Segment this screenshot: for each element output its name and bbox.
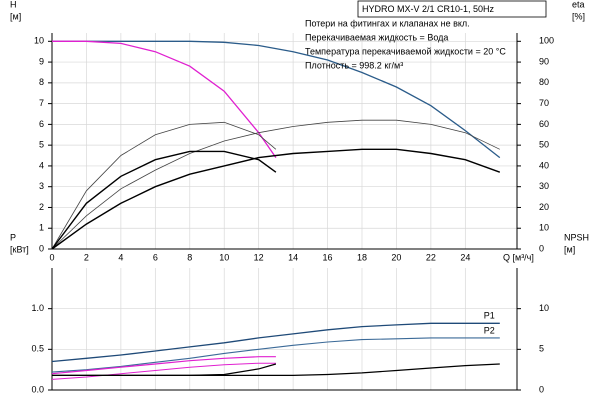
x-tick-label: 24 — [460, 252, 470, 262]
y2-tick-label: 0 — [539, 384, 544, 394]
y2-axis-label: NPSH — [564, 232, 589, 242]
curve — [52, 40, 277, 158]
note: Перекачиваемая жидкость = Вода — [305, 32, 448, 42]
y2-tick-label: 50 — [539, 140, 549, 150]
y-tick-label: 0 — [39, 243, 44, 253]
x-tick-label: 18 — [357, 252, 367, 262]
y2-tick-label: 60 — [539, 119, 549, 129]
x-tick-label: 16 — [323, 252, 333, 262]
y-tick-label: 8 — [39, 77, 44, 87]
title-box — [357, 0, 547, 18]
y2-tick-label: 80 — [539, 77, 549, 87]
note: Плотность = 998.2 кг/м³ — [305, 60, 403, 70]
curve — [51, 322, 500, 363]
x-tick-label: 2 — [84, 252, 89, 262]
y2-tick-label: 10 — [539, 223, 549, 233]
curve — [51, 362, 276, 380]
y2-tick-label: 30 — [539, 181, 549, 191]
y-tick-label: 10 — [34, 36, 44, 46]
y-tick-label: 1.0 — [31, 303, 44, 313]
y2-tick-label: 90 — [539, 56, 549, 66]
y2-tick-label: 10 — [539, 303, 549, 313]
y2-tick-label: 40 — [539, 160, 549, 170]
y-axis-label: [кВт] — [10, 244, 29, 254]
chart-title: HYDRO MX-V 2/1 CR10-1, 50Hz — [362, 4, 495, 14]
x-tick-label: 14 — [288, 252, 298, 262]
curve — [51, 356, 276, 375]
curve — [51, 119, 500, 250]
curve — [51, 337, 500, 373]
y-tick-label: 9 — [39, 56, 44, 66]
y-tick-label: 2 — [39, 202, 44, 212]
x-tick-label: 8 — [187, 252, 192, 262]
y-axis-label: H — [10, 0, 17, 9]
y-tick-label: 1 — [39, 223, 44, 233]
y2-tick-label: 0 — [539, 243, 544, 253]
y2-tick-label: 100 — [539, 36, 554, 46]
y-tick-label: 7 — [39, 98, 44, 108]
curve — [52, 40, 501, 159]
y2-tick-label: 5 — [539, 344, 544, 354]
curve-label: P2 — [484, 325, 495, 335]
curve — [52, 363, 500, 376]
x-tick-label: 22 — [426, 252, 436, 262]
x-tick-label: 20 — [391, 252, 401, 262]
curve — [51, 121, 277, 250]
x-tick-label: 0 — [49, 252, 54, 262]
curve-label: P1 — [484, 311, 495, 321]
y-tick-label: 0.5 — [31, 344, 44, 354]
note: Потери на фитингах и клапанах не вкл. — [305, 18, 470, 28]
y-tick-label: 0.0 — [31, 384, 44, 394]
y2-axis-label: [%] — [572, 11, 585, 21]
y2-tick-label: 70 — [539, 98, 549, 108]
y-tick-label: 6 — [39, 119, 44, 129]
y-tick-label: 3 — [39, 181, 44, 191]
y-tick-label: 5 — [39, 140, 44, 150]
x-tick-label: 12 — [254, 252, 264, 262]
y2-tick-label: 20 — [539, 202, 549, 212]
y-axis-label: P — [10, 232, 16, 242]
note: Температура перекачиваемой жидкости = 20… — [305, 46, 506, 56]
x-tick-label: 6 — [153, 252, 158, 262]
y-tick-label: 4 — [39, 160, 44, 170]
y2-axis-label: [м] — [564, 244, 575, 254]
y-axis-label: [м] — [10, 11, 21, 21]
y2-axis-label: eta — [572, 0, 585, 9]
curve — [51, 148, 501, 250]
x-tick-label: 10 — [219, 252, 229, 262]
x-axis-label: Q [м³/ч] — [503, 252, 534, 262]
x-tick-label: 4 — [118, 252, 123, 262]
